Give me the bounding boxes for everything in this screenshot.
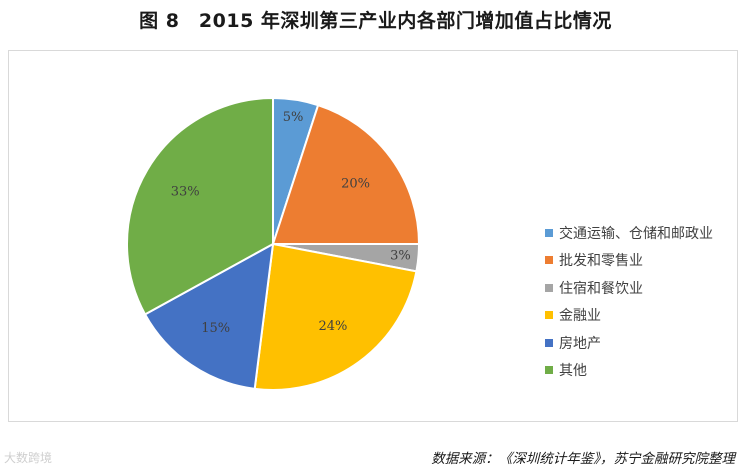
legend-item-4: 房地产 bbox=[545, 329, 713, 357]
pie-slice-4 bbox=[143, 242, 275, 390]
legend-item-0: 交通运输、仓储和邮政业 bbox=[545, 219, 713, 247]
pie-slice-3 bbox=[253, 242, 418, 391]
pie-slice-label-5: 33% bbox=[171, 185, 200, 200]
pie-slice-label-3: 24% bbox=[319, 319, 348, 334]
legend-label-0: 交通运输、仓储和邮政业 bbox=[559, 225, 713, 242]
legend-item-1: 批发和零售业 bbox=[545, 247, 713, 275]
legend-label-2: 住宿和餐饮业 bbox=[559, 280, 643, 297]
chart-area: 5% 20% 3% 24% 15% 33% 交通运输、仓储和邮政业 批发和零售业 住宿和餐饮业… bbox=[8, 50, 738, 422]
pie-slice-label-2: 3% bbox=[390, 249, 411, 264]
legend-item-5: 其他 bbox=[545, 357, 713, 385]
legend-swatch-2 bbox=[545, 283, 553, 292]
legend-swatch-1 bbox=[545, 256, 553, 265]
legend-label-3: 金融业 bbox=[559, 308, 601, 325]
pie-slice-5 bbox=[126, 96, 274, 316]
chart-title: 图 8 2015 年深圳第三产业内各部门增加值占比情况 bbox=[139, 10, 612, 32]
legend: 交通运输、仓储和邮政业 批发和零售业 住宿和餐饮业 金融业房地产其他 bbox=[545, 219, 713, 384]
legend-swatch-5 bbox=[545, 366, 553, 375]
pie-chart: 5% 20% 3% 24% 15% 33% bbox=[126, 96, 421, 391]
legend-swatch-0 bbox=[545, 228, 553, 237]
legend-swatch-4 bbox=[545, 338, 553, 347]
legend-item-3: 金融业 bbox=[545, 302, 713, 330]
pie-slice-label-4: 15% bbox=[201, 321, 230, 336]
legend-item-2: 住宿和餐饮业 bbox=[545, 274, 713, 302]
legend-swatch-3 bbox=[545, 311, 553, 320]
pie-slice-1 bbox=[271, 103, 421, 245]
pie-slice-label-0: 5% bbox=[283, 110, 304, 125]
legend-label-4: 房地产 bbox=[559, 335, 601, 352]
legend-label-5: 其他 bbox=[559, 363, 587, 380]
legend-label-1: 批发和零售业 bbox=[559, 253, 643, 270]
watermark: 大数跨境 bbox=[4, 451, 53, 465]
data-source-note: 数据来源：《深圳统计年鉴》，苏宁金融研究院整理 bbox=[431, 451, 735, 467]
pie-slice-label-1: 20% bbox=[341, 177, 370, 192]
